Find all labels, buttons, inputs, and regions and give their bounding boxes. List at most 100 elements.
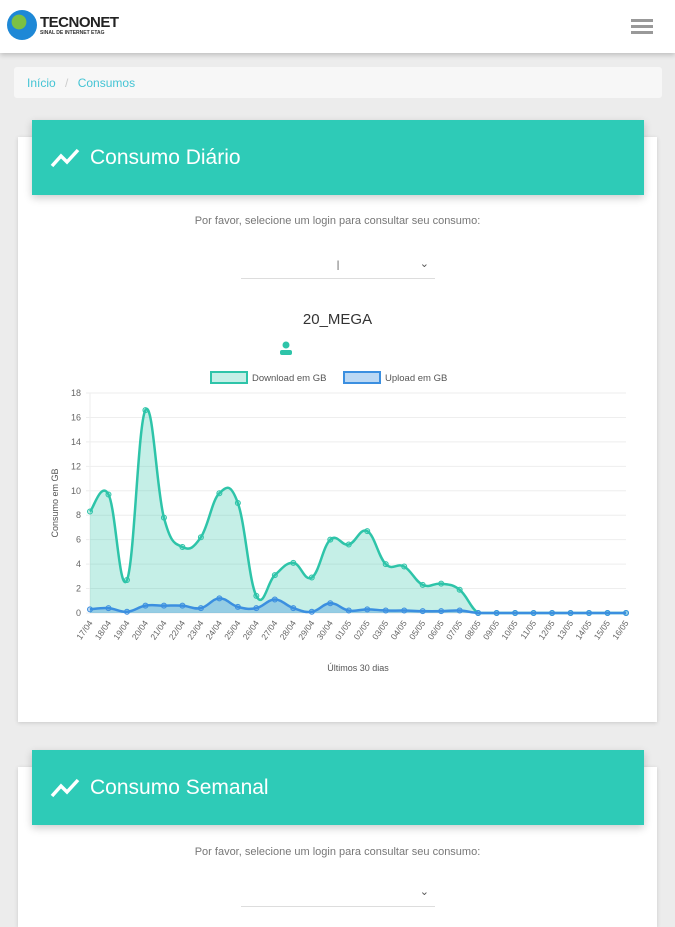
top-navbar: TECNONET SINAL DE INTERNET ETAG [0, 0, 675, 53]
brand-tagline: SINAL DE INTERNET ETAG [40, 29, 105, 36]
x-tick-label: 01/05 [333, 618, 354, 641]
upload-point [290, 605, 297, 612]
brand-logo[interactable]: TECNONET SINAL DE INTERNET ETAG [7, 10, 119, 40]
x-tick-label: 27/04 [259, 618, 280, 641]
y-tick-label: 16 [71, 412, 81, 422]
upload-point [438, 608, 445, 615]
x-tick-label: 13/05 [555, 618, 576, 641]
trending-up-icon [50, 778, 80, 797]
chevron-down-icon: ⌄ [419, 258, 429, 270]
download-point [234, 500, 241, 506]
trending-up-icon [50, 148, 80, 167]
x-tick-label: 09/05 [481, 618, 502, 641]
breadcrumb: Início / Consumos [14, 67, 662, 98]
download-point [290, 559, 297, 566]
x-tick-label: 30/04 [315, 618, 336, 641]
x-tick-label: 19/04 [111, 618, 132, 641]
x-tick-label: 04/05 [388, 618, 409, 641]
brand-name: TECNONET [40, 13, 119, 31]
legend-label-download: Download em GB [252, 373, 326, 384]
upload-point [364, 606, 371, 613]
x-tick-label: 16/05 [610, 618, 631, 641]
weekly-header: Consumo Semanal [32, 750, 644, 825]
x-tick-label: 07/05 [444, 618, 465, 641]
breadcrumb-separator: / [65, 76, 69, 90]
daily-consumption-card: Por favor, selecione um login para consu… [18, 137, 657, 722]
upload-point [475, 610, 482, 616]
x-tick-label: 20/04 [130, 618, 151, 641]
download-point [382, 561, 389, 568]
upload-point [382, 607, 389, 614]
upload-area [90, 598, 626, 613]
upload-point [604, 610, 611, 616]
upload-point [179, 602, 186, 609]
x-tick-label: 25/04 [222, 618, 243, 641]
upload-point [567, 610, 574, 616]
x-tick-label: 10/05 [499, 618, 520, 641]
upload-point [216, 595, 223, 602]
download-point [271, 572, 278, 579]
upload-point [530, 610, 537, 616]
download-point [142, 407, 149, 414]
weekly-login-select[interactable]: ⌄ [241, 882, 435, 907]
x-tick-label: 17/04 [74, 618, 95, 641]
download-point [401, 563, 408, 570]
y-tick-label: 12 [71, 461, 81, 471]
upload-point [87, 606, 93, 613]
upload-point [327, 600, 334, 607]
download-point [364, 528, 371, 535]
x-tick-label: 06/05 [425, 618, 446, 641]
download-point [216, 490, 223, 497]
upload-point [456, 607, 463, 614]
upload-point [253, 605, 260, 612]
download-point [438, 580, 445, 587]
upload-point [123, 608, 130, 615]
legend-swatch-upload [343, 371, 381, 384]
upload-point [586, 610, 593, 616]
daily-prompt: Por favor, selecione um login para consu… [194, 215, 481, 227]
x-axis-title: Últimos 30 dias [327, 663, 389, 673]
upload-point [271, 596, 278, 603]
x-tick-label: 29/04 [296, 618, 317, 641]
breadcrumb-home[interactable]: Início [27, 76, 56, 90]
download-point [253, 592, 260, 599]
x-tick-label: 18/04 [93, 618, 114, 641]
download-point [87, 508, 93, 515]
daily-login-select[interactable]: | ⌄ [241, 254, 435, 279]
download-point [308, 574, 315, 581]
x-tick-label: 21/04 [148, 618, 169, 641]
breadcrumb-current[interactable]: Consumos [77, 76, 136, 90]
upload-point [234, 603, 241, 610]
y-tick-label: 18 [71, 388, 81, 398]
chevron-down-icon: ⌄ [419, 886, 429, 898]
download-point [160, 514, 167, 521]
upload-line [89, 597, 626, 615]
download-area [90, 408, 626, 613]
daily-title: Consumo Diário [90, 145, 241, 169]
download-point [197, 534, 204, 541]
y-tick-label: 10 [71, 486, 81, 496]
upload-point [512, 610, 519, 616]
x-tick-label: 02/05 [351, 618, 372, 641]
download-point [327, 536, 334, 543]
hamburger-icon[interactable] [631, 19, 653, 37]
download-point [345, 541, 352, 548]
x-tick-label: 05/05 [407, 618, 428, 641]
x-tick-label: 08/05 [462, 618, 483, 641]
download-point [456, 586, 463, 593]
x-tick-label: 26/04 [241, 618, 262, 641]
download-point [105, 491, 112, 498]
selected-login: | [336, 260, 340, 271]
daily-header: Consumo Diário [32, 120, 644, 195]
y-tick-label: 4 [76, 559, 81, 569]
upload-point [345, 607, 352, 614]
upload-point [160, 602, 167, 609]
y-tick-label: 14 [71, 437, 81, 447]
x-tick-label: 14/05 [573, 618, 594, 641]
x-tick-label: 11/05 [518, 618, 538, 641]
weekly-prompt: Por favor, selecione um login para consu… [194, 846, 481, 858]
upload-point [419, 608, 426, 615]
x-tick-label: 28/04 [278, 618, 299, 641]
y-tick-label: 2 [76, 584, 81, 594]
weekly-title: Consumo Semanal [90, 775, 269, 799]
